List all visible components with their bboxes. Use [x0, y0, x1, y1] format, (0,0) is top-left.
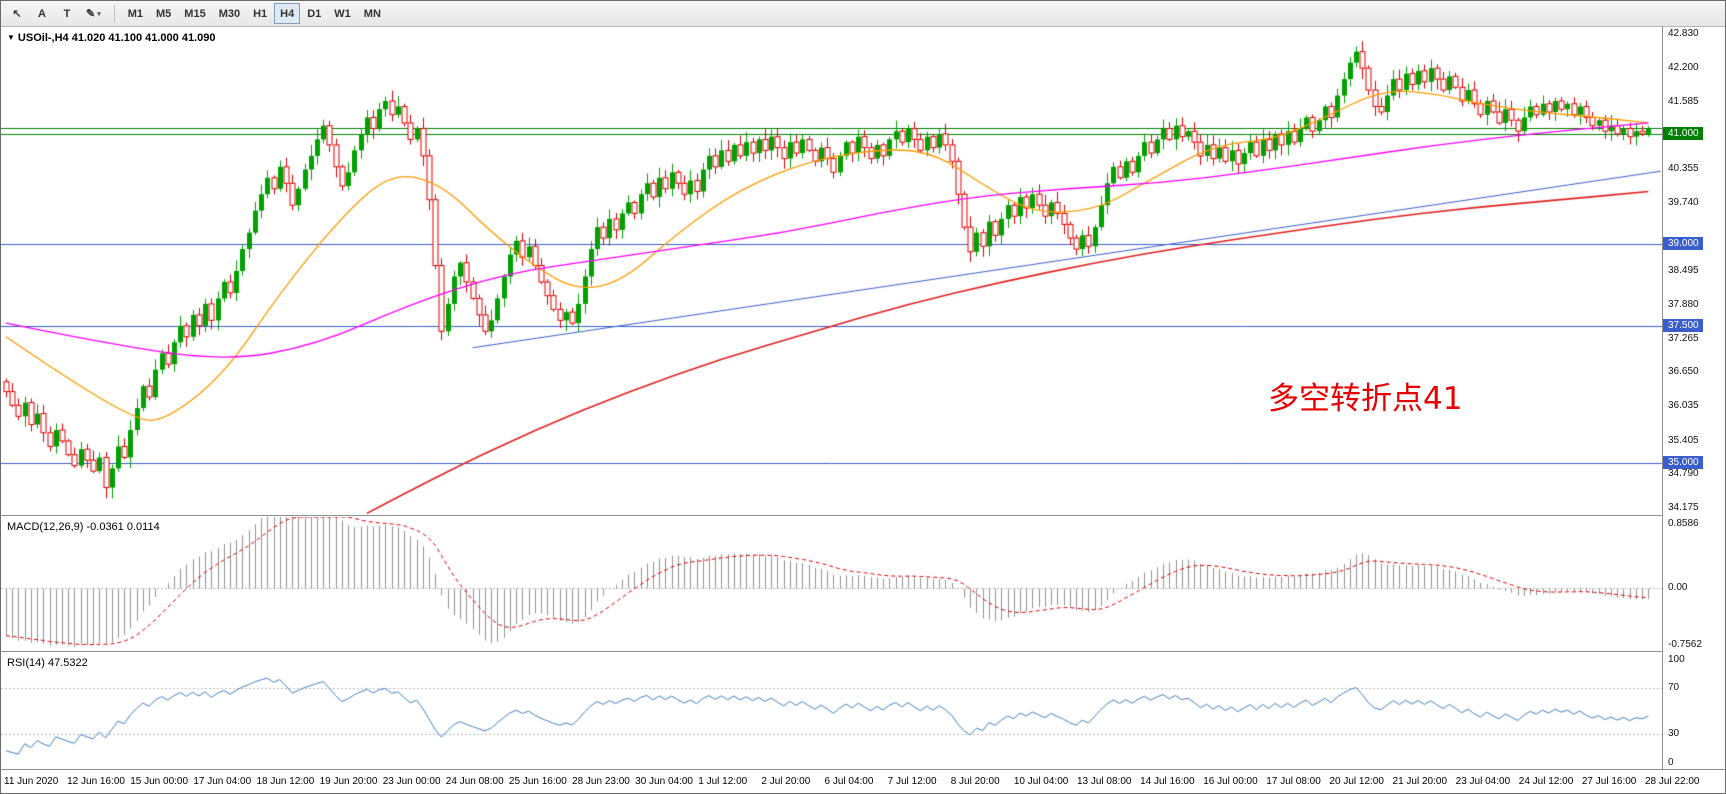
axis-tick-label: 36.035 [1668, 400, 1699, 412]
time-axis-label: 23 Jun 00:00 [382, 776, 441, 787]
axis-tick-label: 38.495 [1668, 265, 1699, 277]
macd-name: MACD(12,26,9) [7, 521, 84, 533]
time-axis-label: 13 Jul 08:00 [1076, 776, 1132, 787]
axis-tick-label: 42.200 [1668, 62, 1699, 74]
axis-tick-label: 34.175 [1668, 502, 1699, 514]
time-axis-label: 28 Jun 23:00 [572, 776, 630, 787]
time-axis-label: 8 Jul 20:00 [950, 776, 1000, 787]
collapse-chart-icon[interactable]: ▼ [7, 33, 15, 42]
timeframe-m5-button[interactable]: M5 [156, 7, 172, 20]
axis-tick-label: 40.355 [1668, 163, 1699, 175]
time-axis-label: 18 Jun 12:00 [256, 776, 315, 787]
text-label-tool-button[interactable]: T [55, 3, 79, 24]
time-axis-label: 14 Jul 16:00 [1140, 776, 1195, 787]
axis-tick-label: 36.650 [1668, 366, 1699, 378]
toolbar-tools-group: ↖ A T ✎ ▾ [5, 3, 107, 24]
price-line-badge: 41.000 [1663, 126, 1703, 140]
rsi-panel-splitter[interactable] [1, 651, 1725, 653]
axis-tick-label: 37.880 [1668, 298, 1699, 310]
timeframe-mn-button[interactable]: MN [363, 7, 381, 20]
axis-tick-label: 0 [1668, 757, 1674, 768]
price-line-badge: 39.000 [1663, 236, 1703, 250]
time-axis-label: 17 Jul 08:00 [1266, 776, 1321, 787]
axis-tick-label: -0.7562 [1668, 639, 1702, 650]
time-axis-label: 25 Jun 16:00 [508, 776, 567, 787]
axis-tick-label: 0.8586 [1668, 518, 1699, 529]
time-axis-label: 19 Jun 20:00 [319, 776, 378, 787]
time-axis-label: 2 Jul 20:00 [761, 776, 811, 787]
macd-main-value: -0.0361 [86, 521, 124, 533]
time-axis-label: 7 Jul 12:00 [887, 776, 937, 787]
time-axis-label: 27 Jul 16:00 [1581, 776, 1637, 787]
time-axis-label: 20 Jul 12:00 [1329, 776, 1384, 787]
axis-tick-label: 37.265 [1668, 332, 1699, 344]
text-label-tool-icon: T [63, 7, 71, 20]
toolbar: ↖ A T ✎ ▾ M1 M5 M15 M30 H1 H4 D1 W1 MN [1, 1, 1725, 27]
cursor-tool-icon: ↖ [12, 8, 22, 20]
time-axis-label: 1 Jul 12:00 [698, 776, 748, 787]
timeframe-d1-button[interactable]: D1 [307, 7, 322, 20]
macd-panel-splitter[interactable] [1, 515, 1725, 517]
macd-panel-canvas[interactable] [1, 517, 1662, 651]
time-axis-label: 11 Jun 2020 [4, 776, 59, 787]
timeframe-m30-button[interactable]: M30 [218, 7, 241, 20]
timeframe-h4-button[interactable]: H4 [274, 3, 301, 24]
axis-tick-label: 70 [1668, 681, 1680, 693]
chart-symbol-ohlc-label: ▼ USOil-,H4 41.020 41.100 41.000 41.090 [7, 32, 215, 44]
axis-tick-label: 30 [1668, 728, 1680, 740]
price-scale-axis[interactable]: 42.830 42.200 41.585 40.355 39.740 38.495 37.8… [1662, 27, 1725, 769]
timeframe-m1-button[interactable]: M1 [127, 7, 144, 20]
macd-signal-value: 0.0114 [126, 521, 160, 533]
time-axis-label: 24 Jul 12:00 [1518, 776, 1574, 787]
dropdown-caret-icon: ▾ [97, 10, 101, 18]
time-axis-label: 21 Jul 20:00 [1392, 776, 1448, 787]
time-axis-label: 6 Jul 04:00 [824, 776, 874, 787]
rsi-value: 47.5322 [47, 657, 88, 669]
toolbar-timeframes-group: M1 M5 M15 M30 H1 H4 D1 W1 MN [122, 3, 387, 24]
draw-tool-button[interactable]: ✎ ▾ [80, 3, 107, 24]
axis-tick-label: 0.00 [1668, 582, 1688, 594]
time-axis-label: 28 Jul 22:00 [1645, 776, 1700, 787]
time-axis-label: 17 Jun 04:00 [193, 776, 252, 787]
time-axis-label: 23 Jul 04:00 [1455, 776, 1511, 787]
draw-tool-icon: ✎ [86, 8, 96, 20]
price-line-badge: 35.000 [1663, 455, 1703, 469]
axis-tick-label: 34.790 [1668, 468, 1699, 480]
rsi-panel-canvas[interactable] [1, 653, 1662, 769]
time-axis-label: 30 Jun 04:00 [635, 776, 693, 787]
ohlc-values: 41.020 41.100 41.000 41.090 [71, 32, 216, 44]
rsi-indicator-label: RSI(14) 47.5322 [7, 657, 88, 669]
text-annotation-tool-button[interactable]: A [30, 3, 54, 24]
time-axis-label: 15 Jun 00:00 [130, 776, 189, 787]
cursor-tool-button[interactable]: ↖ [5, 3, 29, 24]
axis-tick-label: 42.830 [1668, 27, 1699, 39]
axis-tick-label: 39.740 [1668, 197, 1699, 208]
time-axis-label: 12 Jun 16:00 [67, 776, 125, 787]
timeframe-m15-button[interactable]: M15 [184, 7, 206, 20]
time-axis-label: 16 Jul 00:00 [1203, 776, 1258, 787]
axis-tick-label: 41.585 [1668, 95, 1699, 107]
timeframe-w1-button[interactable]: W1 [334, 7, 351, 20]
toolbar-separator [113, 4, 115, 23]
time-scale-axis[interactable]: 11 Jun 2020 12 Jun 16:00 15 Jun 00:00 17 Ju… [1, 769, 1725, 793]
text-annotation-tool-icon: A [38, 7, 46, 20]
time-axis-label: 24 Jun 08:00 [445, 776, 504, 787]
chart-text-annotation[interactable]: 多空转折点41 [1268, 381, 1463, 417]
symbol-timeframe-label: USOil-,H4 [17, 32, 69, 44]
rsi-name: RSI(14) [7, 657, 45, 669]
price-chart-canvas[interactable] [1, 27, 1662, 515]
axis-tick-label: 100 [1668, 654, 1685, 665]
macd-indicator-label: MACD(12,26,9) -0.0361 0.0114 [7, 521, 160, 533]
axis-tick-label: 35.405 [1668, 434, 1699, 446]
price-line-badge: 37.500 [1663, 318, 1703, 332]
timeframe-h1-button[interactable]: H1 [253, 7, 268, 20]
time-axis-label: 10 Jul 04:00 [1013, 776, 1069, 787]
